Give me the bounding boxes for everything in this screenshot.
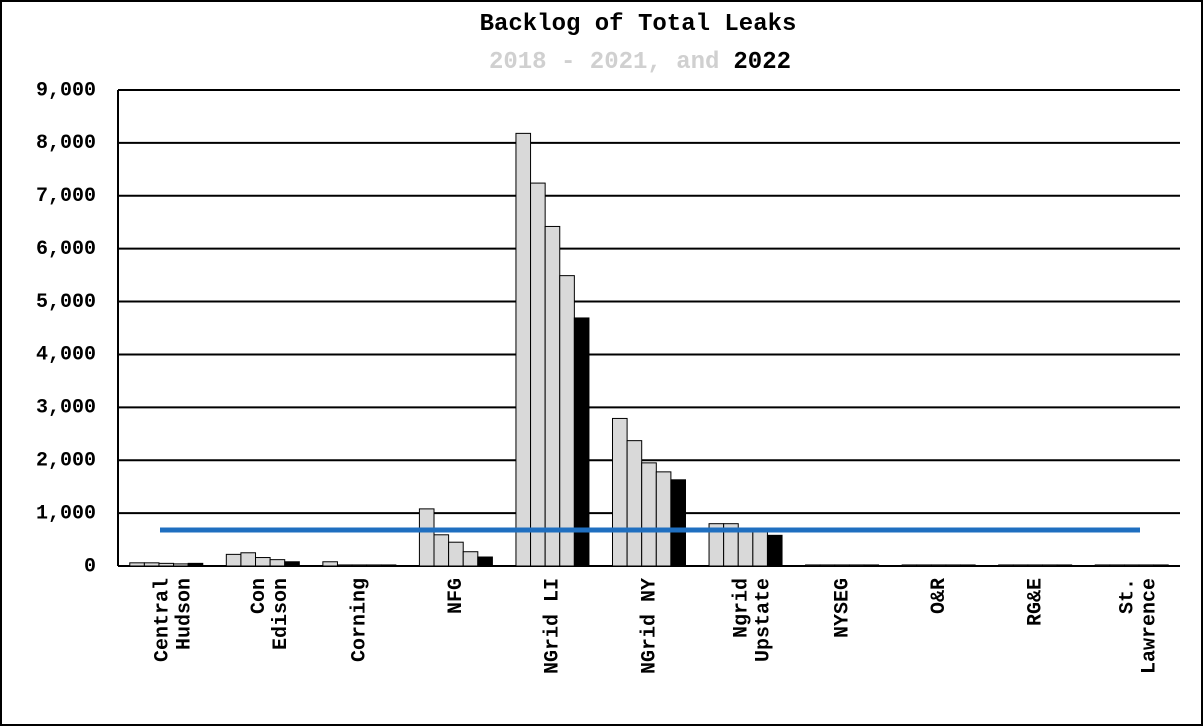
y-tick-label: 4,000 bbox=[36, 344, 96, 367]
chart-subtitle: 2018 - 2021, and 2022 bbox=[489, 49, 791, 76]
bar bbox=[805, 564, 821, 567]
bar bbox=[848, 564, 865, 567]
y-tick-label: 0 bbox=[84, 555, 96, 578]
bar bbox=[448, 541, 464, 567]
x-tick-label: ConEdison bbox=[248, 578, 293, 650]
bar bbox=[143, 562, 160, 567]
bar bbox=[433, 534, 450, 567]
x-tick-label: O&R bbox=[928, 578, 951, 614]
chart-title: Backlog of Total Leaks bbox=[480, 11, 797, 38]
bar bbox=[834, 564, 850, 567]
x-tick-group: St.Lawrence bbox=[1117, 578, 1162, 674]
x-tick-group: RG&E bbox=[1024, 578, 1047, 626]
bar bbox=[544, 225, 561, 567]
x-tick-group: ConEdison bbox=[248, 578, 293, 650]
bar bbox=[916, 564, 932, 567]
bar bbox=[515, 132, 532, 567]
bar bbox=[559, 275, 575, 567]
bar bbox=[129, 562, 145, 567]
y-tick-label: 2,000 bbox=[36, 450, 96, 473]
bar bbox=[530, 182, 546, 567]
bar bbox=[766, 534, 783, 567]
bar bbox=[670, 479, 687, 567]
bar bbox=[945, 564, 962, 567]
bar bbox=[901, 564, 918, 567]
bar bbox=[187, 562, 204, 567]
x-tick-group: O&R bbox=[928, 578, 951, 614]
bar bbox=[960, 564, 976, 567]
x-tick-group: NgridUpstate bbox=[731, 578, 776, 662]
bar bbox=[1012, 564, 1029, 567]
y-tick-label: 3,000 bbox=[36, 397, 96, 420]
bar bbox=[255, 557, 271, 567]
y-tick-label: 1,000 bbox=[36, 502, 96, 525]
y-tick-label: 8,000 bbox=[36, 132, 96, 155]
bar bbox=[626, 440, 643, 567]
bar bbox=[477, 556, 493, 567]
y-tick-label: 7,000 bbox=[36, 185, 96, 208]
bar bbox=[612, 417, 628, 567]
bar bbox=[1056, 564, 1073, 567]
bar bbox=[737, 528, 754, 567]
bar bbox=[225, 553, 242, 567]
bar bbox=[173, 563, 189, 567]
bar bbox=[240, 552, 257, 567]
bar bbox=[351, 564, 368, 567]
bar bbox=[158, 562, 175, 567]
bar bbox=[819, 564, 836, 567]
bar bbox=[863, 564, 880, 567]
bar bbox=[752, 531, 768, 567]
bar bbox=[1027, 564, 1043, 567]
bar bbox=[930, 564, 947, 567]
bar bbox=[1094, 564, 1111, 567]
x-tick-group: NGrid LI bbox=[542, 578, 565, 674]
bar bbox=[655, 471, 672, 567]
subtitle-part: 2018 - 2021, and bbox=[489, 49, 719, 76]
bar bbox=[998, 564, 1014, 567]
x-tick-group: NGrid NY bbox=[638, 578, 661, 674]
x-tick-label: NGrid NY bbox=[638, 578, 661, 674]
x-tick-label: NFG bbox=[445, 578, 468, 614]
x-tick-label: NYSEG bbox=[831, 578, 854, 638]
bar bbox=[573, 317, 590, 567]
x-tick-group: CentralHudson bbox=[152, 578, 197, 662]
x-tick-group: NYSEG bbox=[831, 578, 854, 638]
bar bbox=[1041, 564, 1058, 567]
x-tick-group: NFG bbox=[445, 578, 468, 614]
bar bbox=[269, 559, 286, 567]
y-tick-label: 9,000 bbox=[36, 79, 96, 102]
x-tick-group: Corning bbox=[349, 578, 372, 662]
bar bbox=[462, 551, 479, 567]
x-tick-label: NgridUpstate bbox=[731, 578, 776, 662]
bar bbox=[1109, 564, 1125, 567]
y-tick-label: 6,000 bbox=[36, 238, 96, 261]
x-tick-label: NGrid LI bbox=[542, 578, 565, 674]
x-tick-label: CentralHudson bbox=[152, 578, 197, 662]
bar bbox=[336, 564, 353, 567]
bar bbox=[1138, 564, 1155, 567]
bar bbox=[366, 564, 382, 567]
bar bbox=[1123, 564, 1140, 567]
bar bbox=[322, 561, 338, 567]
bar bbox=[418, 508, 435, 567]
bar bbox=[284, 561, 300, 567]
bar bbox=[1153, 564, 1169, 567]
x-tick-label: Corning bbox=[349, 578, 372, 662]
bar bbox=[380, 564, 397, 567]
subtitle-part: 2022 bbox=[733, 49, 791, 76]
x-tick-label: RG&E bbox=[1024, 578, 1047, 626]
x-tick-label: St.Lawrence bbox=[1117, 578, 1162, 674]
y-tick-label: 5,000 bbox=[36, 291, 96, 314]
bar bbox=[641, 462, 657, 567]
